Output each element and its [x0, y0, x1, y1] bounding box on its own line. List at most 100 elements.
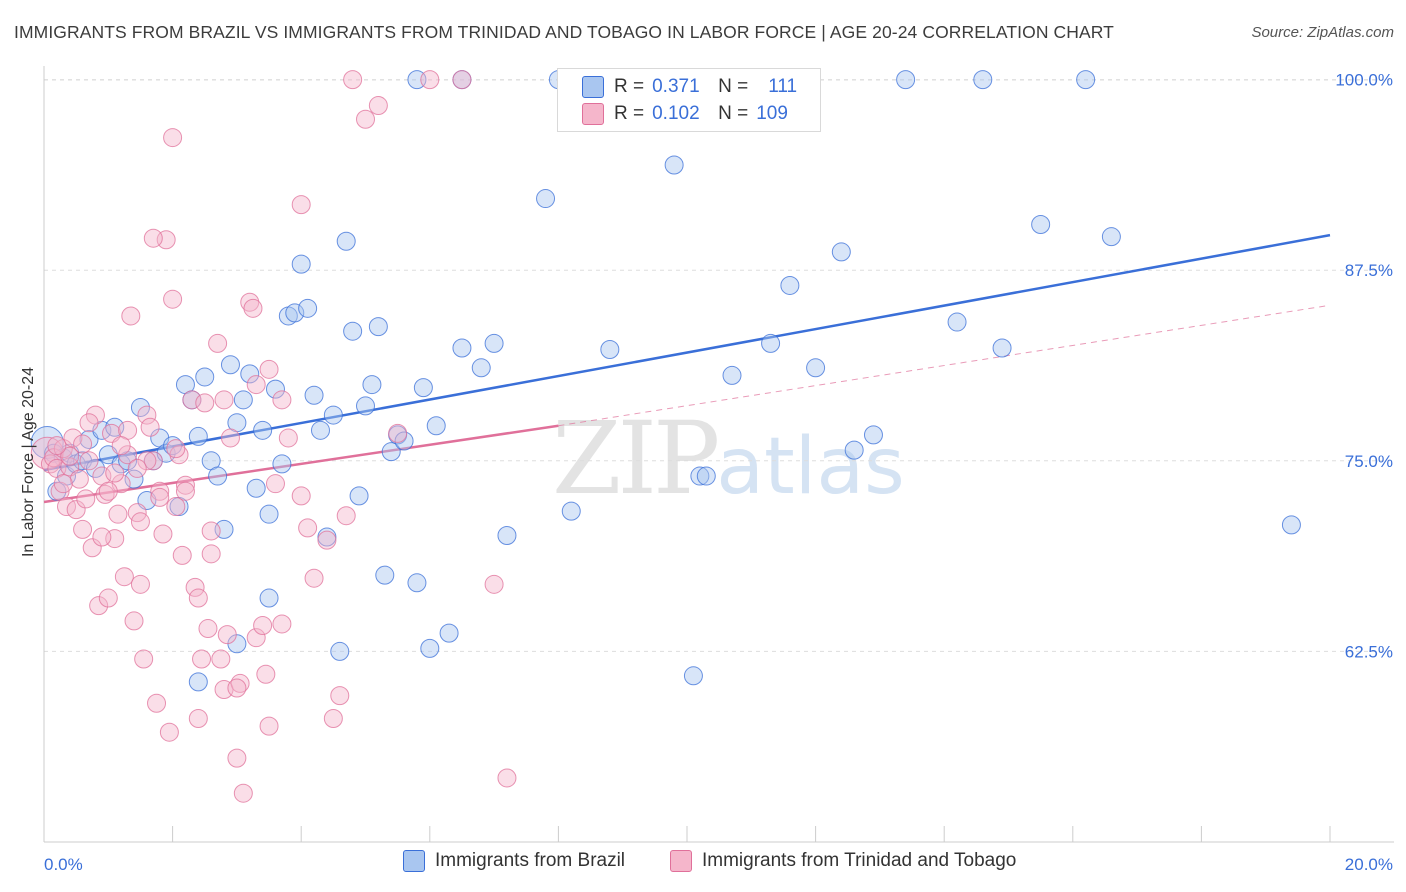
- legend-r-value-trinidad: 0.102: [652, 103, 700, 124]
- point-brazil: [130, 397, 150, 417]
- point-brazil: [863, 425, 883, 445]
- point-trinidad: [114, 567, 134, 587]
- data-points: [30, 70, 1301, 803]
- point-trinidad: [336, 506, 356, 526]
- point-trinidad: [291, 195, 311, 215]
- point-trinidad: [60, 446, 80, 466]
- point-trinidad: [343, 70, 363, 90]
- trend-lines: [43, 233, 1331, 504]
- point-trinidad: [82, 538, 102, 558]
- point-brazil: [323, 405, 343, 425]
- point-trinidad: [227, 748, 247, 768]
- point-brazil: [98, 445, 118, 465]
- point-trinidad: [85, 405, 105, 425]
- point-trinidad: [143, 451, 163, 471]
- point-trinidad: [420, 70, 440, 90]
- legend-swatch-trinidad: [582, 103, 604, 125]
- point-trinidad: [220, 428, 240, 448]
- point-trinidad: [130, 574, 150, 594]
- point-brazil: [439, 623, 459, 643]
- point-brazil: [381, 442, 401, 462]
- point-trinidad: [356, 109, 375, 129]
- point-trinidad: [497, 768, 517, 788]
- point-brazil: [831, 242, 851, 262]
- point-brazil: [304, 385, 324, 405]
- legend-r-value-brazil: 0.371: [652, 76, 700, 97]
- point-brazil: [761, 333, 781, 353]
- point-trinidad: [240, 292, 260, 312]
- point-trinidad: [484, 574, 504, 594]
- point-brazil: [259, 504, 279, 524]
- y-tick-label: 62.5%: [1345, 642, 1393, 661]
- x-tick-label-max: 20.0%: [1345, 855, 1393, 874]
- point-brazil: [163, 436, 183, 456]
- point-brazil: [1076, 70, 1096, 90]
- trend-line-brazil: [43, 233, 1331, 472]
- point-brazil: [426, 416, 446, 436]
- point-trinidad: [159, 722, 179, 742]
- axes: [43, 66, 1394, 843]
- point-trinidad: [163, 128, 183, 148]
- point-brazil: [330, 641, 350, 661]
- point-trinidad: [172, 545, 192, 565]
- point-trinidad: [330, 686, 350, 706]
- legend-n-label: N =: [718, 103, 749, 124]
- point-trinidad: [388, 423, 408, 443]
- point-trinidad: [198, 619, 218, 639]
- point-trinidad: [272, 614, 292, 634]
- point-trinidad: [188, 588, 208, 608]
- point-trinidad: [233, 783, 253, 803]
- point-trinidad: [108, 504, 128, 524]
- y-tick-label: 87.5%: [1345, 261, 1393, 280]
- point-trinidad: [73, 519, 93, 539]
- point-trinidad: [188, 708, 208, 728]
- point-trinidad: [272, 390, 292, 410]
- watermark-zip: ZIP: [552, 400, 720, 517]
- point-trinidad: [130, 512, 150, 532]
- point-brazil: [394, 431, 414, 451]
- point-brazil: [844, 440, 864, 460]
- point-brazil: [696, 466, 716, 486]
- point-trinidad: [153, 524, 173, 544]
- point-trinidad: [298, 518, 318, 538]
- point-brazil: [85, 458, 105, 478]
- point-trinidad: [208, 333, 228, 353]
- watermark: ZIPatlas: [552, 400, 905, 517]
- point-trinidad: [211, 649, 231, 669]
- point-trinidad: [150, 481, 170, 501]
- point-brazil: [690, 466, 710, 486]
- point-brazil: [272, 454, 292, 474]
- point-brazil: [992, 338, 1012, 358]
- point-brazil: [188, 672, 208, 692]
- legend-r-label: R =: [614, 103, 645, 124]
- point-brazil: [413, 378, 433, 398]
- point-trinidad: [185, 577, 205, 597]
- point-brazil: [484, 333, 504, 353]
- y-axis-label: In Labor Force | Age 20-24: [20, 367, 37, 557]
- point-brazil: [722, 365, 742, 385]
- point-trinidad: [214, 390, 234, 410]
- point-brazil: [896, 70, 916, 90]
- chart-title: IMMIGRANTS FROM BRAZIL VS IMMIGRANTS FRO…: [14, 22, 1114, 42]
- point-trinidad: [175, 481, 195, 501]
- point-trinidad: [169, 445, 189, 465]
- point-brazil: [336, 231, 356, 251]
- legend-n-value-trinidad: 109: [756, 103, 788, 124]
- point-brazil: [1031, 214, 1051, 234]
- legend-n-label: N =: [718, 76, 749, 97]
- bottom-legend-label-trinidad: Immigrants from Trinidad and Tobago: [702, 850, 1017, 871]
- point-brazil: [208, 466, 228, 486]
- point-brazil: [683, 666, 703, 686]
- bottom-legend-brazil: Immigrants from Brazil: [403, 850, 625, 872]
- point-brazil: [259, 588, 279, 608]
- point-trinidad: [201, 521, 221, 541]
- point-brazil: [310, 420, 330, 440]
- point-brazil: [1101, 227, 1121, 247]
- point-trinidad: [265, 474, 285, 494]
- point-trinidad: [98, 588, 118, 608]
- watermark-atlas: atlas: [716, 422, 905, 512]
- point-trinidad: [118, 445, 138, 465]
- point-trinidad: [127, 458, 147, 478]
- point-brazil: [452, 338, 472, 358]
